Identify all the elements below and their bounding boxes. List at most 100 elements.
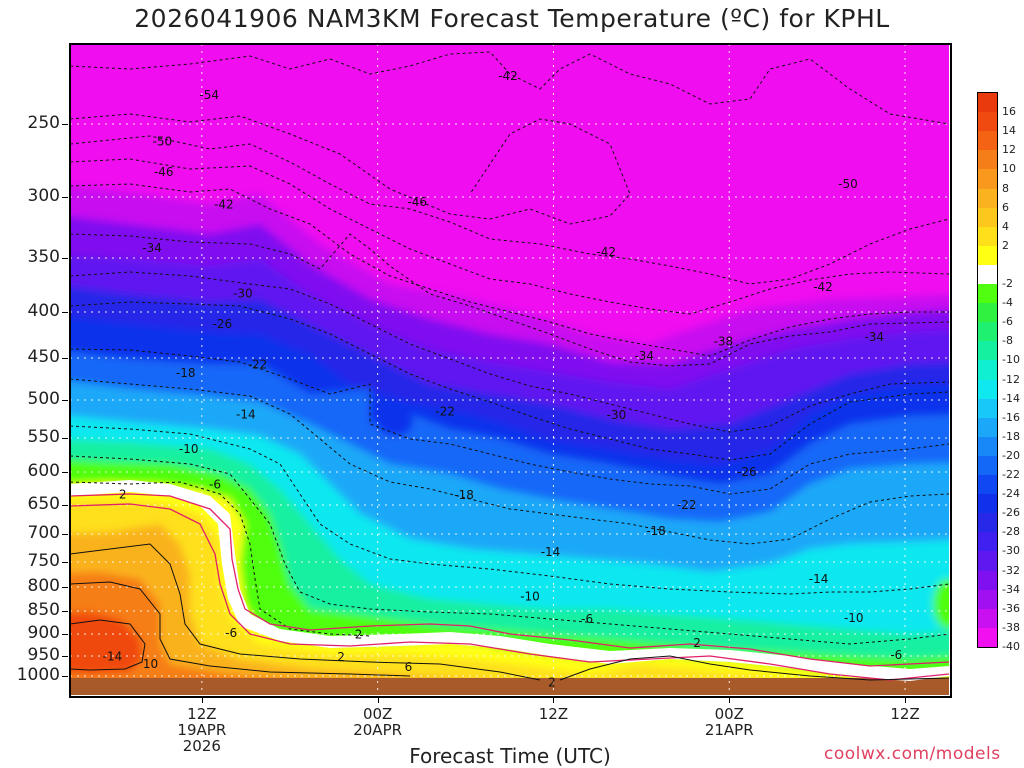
colorbar-cell	[978, 341, 997, 361]
contour-label: -14	[103, 649, 123, 663]
colorbar-label: 6	[1002, 200, 1009, 214]
y-tick-mark	[62, 505, 68, 506]
colorbar-label: 4	[1002, 219, 1009, 233]
contour-label: -6	[581, 612, 593, 626]
colorbar-label: 12	[1002, 143, 1016, 157]
contour-label: -46	[407, 195, 427, 209]
contour-label: 2	[355, 627, 363, 641]
contour-label: -10	[520, 590, 540, 604]
contour-label: -22	[677, 498, 697, 512]
y-tick-label: 400	[27, 301, 60, 321]
contour-label: 2	[337, 650, 345, 664]
y-tick-label: 850	[27, 600, 60, 620]
colorbar-label: 14	[1002, 124, 1016, 138]
y-tick-mark	[62, 534, 68, 535]
x-tick-label-line: 12Z	[538, 705, 569, 723]
contour-labels: -54 -50 -46 -42 -34 -30 -26 -22 -18 -14 -10 -6 2 -46 -…	[103, 69, 903, 689]
colorbar-label: -22	[1002, 468, 1020, 482]
contour-label: -50	[152, 135, 172, 149]
y-tick-mark	[62, 472, 68, 473]
x-tick-label-line: 19APR	[177, 721, 227, 739]
colorbar-cell	[978, 284, 997, 304]
colorbar-label: -6	[1002, 315, 1013, 329]
y-tick-mark	[62, 676, 68, 677]
colorbar-cell	[978, 551, 997, 572]
contour-label: -26	[213, 317, 233, 331]
colorbar-cell	[978, 207, 997, 228]
contour-label: -42	[596, 245, 616, 259]
colorbar-cell	[978, 455, 997, 476]
colorbar-cell	[978, 589, 997, 610]
y-tick-label: 350	[27, 247, 60, 267]
x-tick-label: 00Z 20APR	[318, 706, 438, 738]
colorbar-cell	[978, 398, 997, 419]
contour-label: -18	[454, 488, 474, 502]
colorbar-cell	[978, 131, 997, 151]
x-tick-label-line: 21APR	[704, 721, 754, 739]
x-tick-label-line: 12Z	[187, 705, 217, 723]
x-tick-label: 12Z	[845, 706, 965, 722]
y-tick-label: 650	[27, 494, 60, 514]
y-tick-mark	[62, 587, 68, 588]
colorbar-label: -30	[1002, 544, 1020, 558]
x-tick-label-line: 2026	[182, 737, 221, 755]
colorbar-label: -20	[1002, 448, 1020, 462]
plot-frame	[69, 43, 952, 698]
y-tick-mark	[62, 312, 68, 313]
x-tick-mark	[377, 696, 379, 703]
y-tick-label: 700	[27, 523, 60, 543]
contour-label: -34	[634, 349, 654, 363]
y-tick-mark	[62, 611, 68, 612]
colorbar-cell	[978, 627, 997, 648]
y-tick-label: 550	[27, 427, 60, 447]
x-tick-mark	[201, 696, 203, 703]
colorbar-label: 10	[1002, 162, 1016, 176]
contour-label: -46	[154, 165, 174, 179]
colorbar-label: -36	[1002, 601, 1020, 615]
contour-label: -42	[498, 69, 518, 83]
x-tick-mark	[729, 696, 731, 703]
colorbar-label: -24	[1002, 487, 1020, 501]
contour-label: -50	[838, 177, 858, 191]
y-tick-mark	[62, 562, 68, 563]
colorbar-cell	[978, 188, 997, 209]
colorbar-label: -8	[1002, 334, 1013, 348]
y-tick-label: 800	[27, 576, 60, 596]
colorbar-label: -4	[1002, 296, 1013, 310]
colorbar-cell	[978, 513, 997, 533]
colorbar-label: 8	[1002, 181, 1009, 195]
contour-label: -6	[225, 626, 237, 640]
colorbar-label: -38	[1002, 620, 1020, 634]
colorbar-cell	[978, 379, 997, 400]
x-axis-title: Forecast Time (UTC)	[409, 744, 611, 768]
x-tick-label: 12Z 19APR 2026	[142, 706, 262, 754]
credit-text: coolwx.com/models	[824, 744, 1001, 764]
colorbar-cell	[978, 322, 997, 342]
contour-label: -18	[646, 524, 666, 538]
y-tick-label: 600	[27, 461, 60, 481]
contour-label: -6	[890, 648, 902, 662]
colorbar-cell	[978, 93, 997, 113]
contour-label: -30	[607, 408, 627, 422]
contour-label: -22	[435, 404, 455, 418]
colorbar-label: -34	[1002, 582, 1020, 596]
x-tick-mark	[905, 696, 907, 703]
colorbar-cell	[978, 169, 997, 189]
colorbar-label: -12	[1002, 372, 1020, 386]
y-tick-label: 300	[27, 186, 60, 206]
colorbar-label: -18	[1002, 429, 1020, 443]
contour-label: -34	[142, 241, 162, 255]
x-tick-label-line: 12Z	[890, 705, 920, 723]
colorbar-label: -32	[1002, 563, 1020, 577]
x-tick-label-line: 20APR	[353, 721, 403, 739]
y-tick-mark	[62, 656, 68, 657]
y-tick-mark	[62, 400, 68, 401]
contour-label: -6	[209, 478, 221, 492]
contour-label: 10	[143, 657, 158, 671]
temperature-cross-section: -54 -50 -46 -42 -34 -30 -26 -22 -18 -14 -10 -6 2 -46 -…	[70, 44, 949, 695]
x-tick-label-line: 00Z	[714, 705, 744, 723]
contour-label: -10	[844, 611, 864, 625]
contour-label: -34	[864, 330, 884, 344]
colorbar-label: -16	[1002, 410, 1020, 424]
contour-label: -26	[737, 465, 757, 479]
